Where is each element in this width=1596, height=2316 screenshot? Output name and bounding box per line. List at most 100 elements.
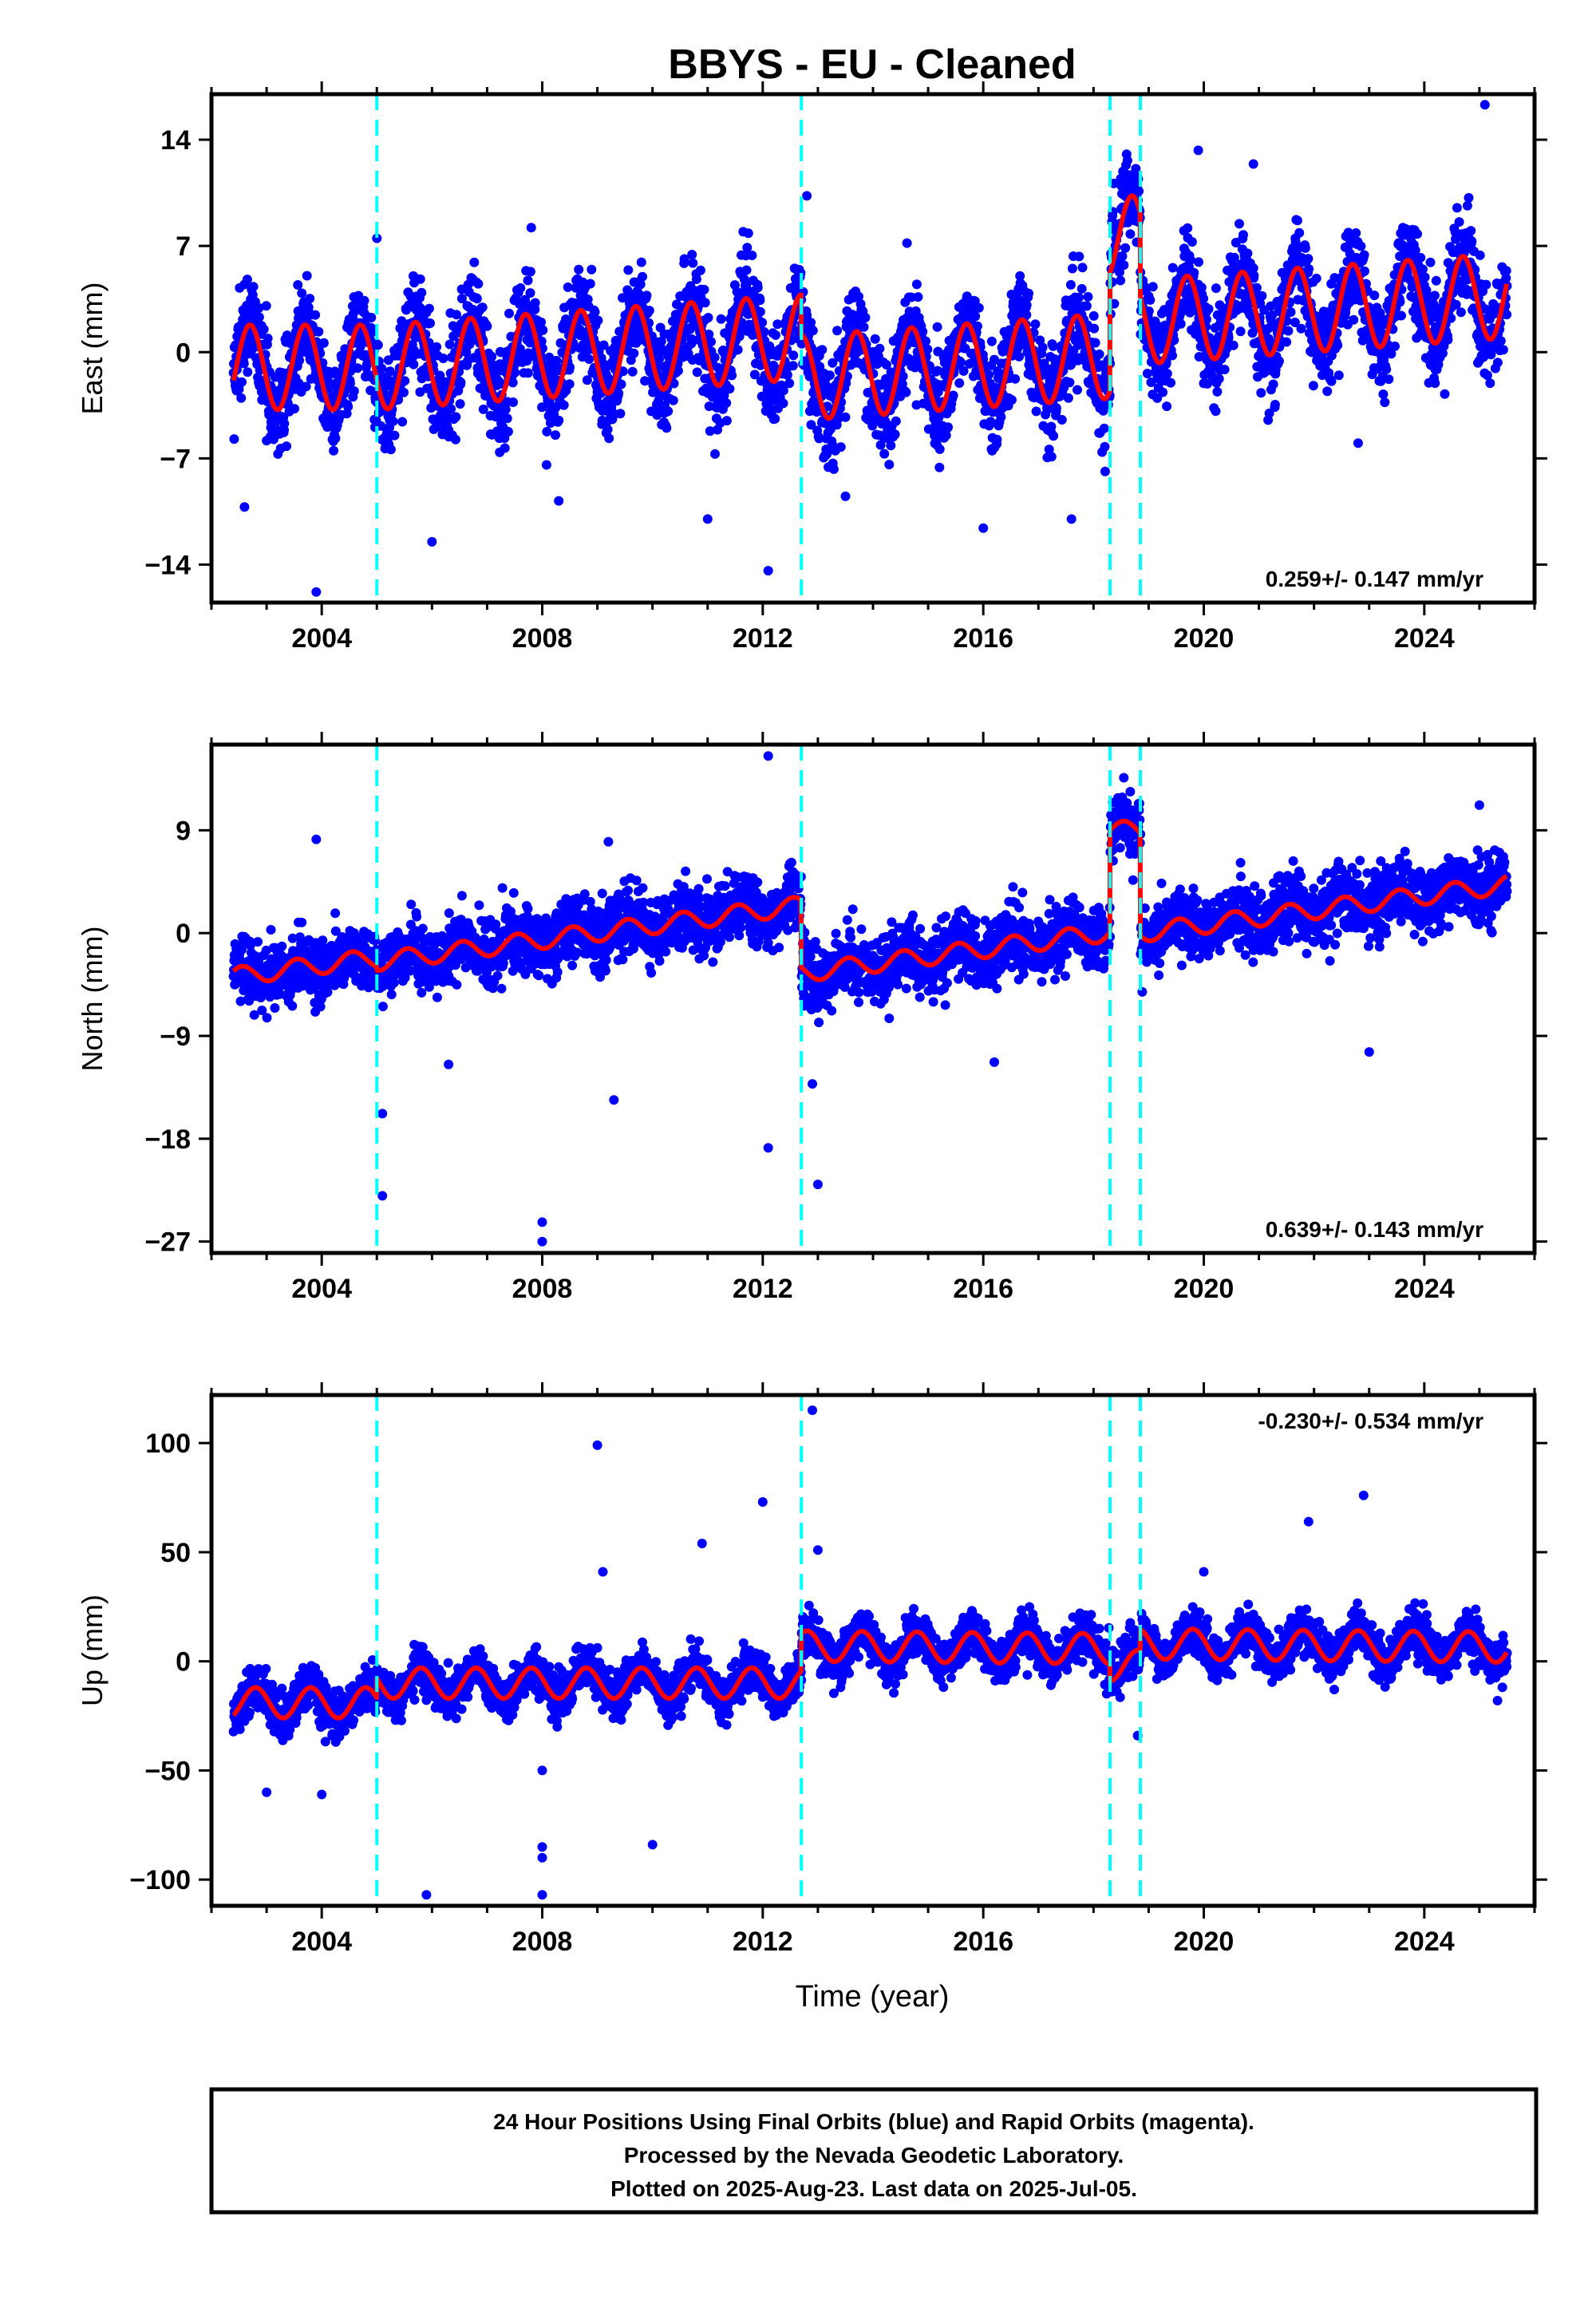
data-point (859, 322, 869, 332)
x-tick-label: 2016 (953, 623, 1013, 654)
y-tick-label: 14 (160, 125, 191, 156)
data-point (415, 274, 425, 284)
data-point (719, 390, 729, 401)
data-point (277, 941, 287, 951)
data-point (1431, 275, 1441, 286)
x-tick-label: 2004 (291, 623, 352, 654)
data-point (523, 275, 533, 286)
data-point (1148, 282, 1158, 292)
data-point (662, 423, 672, 433)
data-point (482, 321, 492, 331)
data-point (399, 387, 409, 397)
data-point (879, 449, 890, 459)
data-point (1145, 294, 1156, 305)
y-tick-label: −14 (144, 550, 191, 580)
y-axis-label: East (mm) (76, 283, 109, 415)
data-point (503, 426, 513, 437)
data-point (456, 377, 466, 388)
data-point (753, 283, 763, 293)
data-point (349, 386, 359, 397)
data-point (409, 359, 419, 370)
data-point (1492, 358, 1503, 368)
data-point (1351, 228, 1361, 238)
data-point (1211, 406, 1221, 417)
data-point (1194, 257, 1203, 267)
data-point (565, 362, 575, 373)
data-point (242, 275, 252, 285)
data-point (593, 315, 603, 326)
data-point (934, 444, 945, 454)
data-point (386, 990, 397, 1000)
data-point (1456, 307, 1466, 318)
data-point (380, 382, 390, 393)
data-point (1099, 423, 1109, 433)
data-point (808, 326, 818, 336)
data-point (627, 366, 638, 377)
data-point (525, 288, 535, 298)
data-point (706, 337, 716, 347)
data-point (1429, 290, 1440, 301)
outlier-point (978, 523, 989, 533)
data-point (770, 413, 780, 424)
data-point (461, 347, 472, 358)
data-point (1349, 314, 1359, 325)
data-point (429, 424, 439, 434)
data-point (771, 330, 780, 340)
data-point (747, 251, 757, 260)
data-point (345, 378, 355, 389)
data-point (451, 412, 461, 422)
data-point (263, 334, 273, 343)
data-point (1046, 452, 1057, 462)
data-point (366, 312, 377, 322)
data-point (583, 294, 593, 305)
data-point (1083, 291, 1093, 302)
data-point (1048, 341, 1058, 351)
data-point (709, 352, 720, 362)
data-point (1031, 406, 1041, 417)
data-point (1081, 301, 1092, 311)
data-point (638, 271, 647, 282)
data-point (1303, 254, 1314, 264)
data-point (515, 344, 525, 354)
data-point (1249, 271, 1259, 281)
data-point (1380, 397, 1390, 408)
data-point (239, 358, 249, 369)
data-point (1057, 415, 1067, 425)
data-point (663, 406, 674, 417)
data-point (1378, 389, 1389, 399)
data-point (974, 302, 984, 313)
data-point (417, 923, 428, 934)
data-point (261, 301, 271, 311)
data-point (1333, 340, 1343, 350)
data-point (389, 978, 399, 988)
data-point (1412, 229, 1422, 239)
data-point (623, 265, 634, 275)
data-point (262, 1013, 272, 1023)
data-point (1162, 369, 1172, 379)
data-point (1203, 304, 1214, 314)
data-point (943, 422, 953, 433)
data-point (388, 416, 398, 426)
data-point (473, 279, 484, 289)
data-point (287, 1001, 298, 1011)
data-point (870, 334, 880, 344)
data-point (636, 257, 646, 267)
data-point (438, 354, 448, 363)
data-point (412, 911, 422, 922)
data-point (294, 355, 305, 366)
data-point (911, 279, 922, 290)
data-point (432, 342, 442, 352)
data-point (727, 370, 737, 381)
data-point (559, 400, 569, 410)
data-point (886, 441, 896, 451)
data-point (487, 351, 497, 362)
data-point (1495, 336, 1506, 346)
data-point (901, 387, 911, 397)
data-point (614, 388, 624, 398)
data-point (699, 284, 709, 294)
data-point (500, 443, 510, 453)
data-point (687, 250, 697, 259)
data-point (1142, 369, 1152, 378)
data-point (377, 1002, 388, 1012)
data-point (932, 322, 942, 332)
